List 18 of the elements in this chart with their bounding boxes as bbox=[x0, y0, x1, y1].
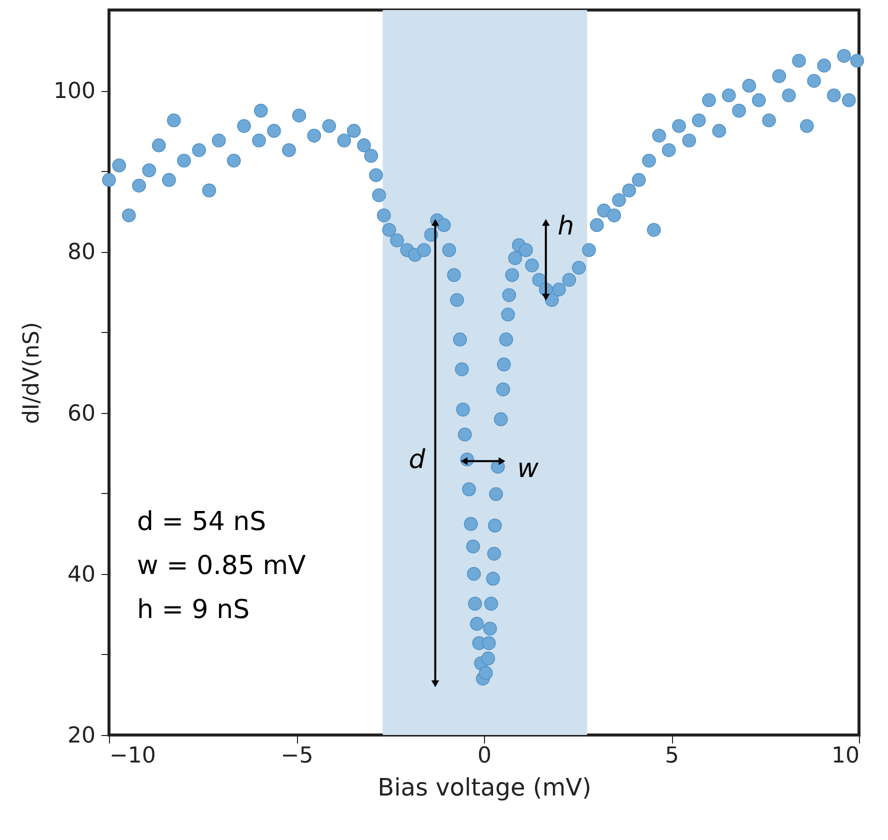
annotation: w bbox=[517, 454, 540, 484]
annotation: d = 54 nS bbox=[137, 507, 266, 537]
annotation: w = 0.85 mV bbox=[137, 551, 306, 581]
y-tick-label: 20 bbox=[68, 724, 96, 748]
annotation: h = 9 nS bbox=[137, 595, 250, 625]
annotation: d bbox=[408, 445, 426, 475]
annotation: h bbox=[558, 212, 574, 242]
x-tick-label: 10 bbox=[832, 744, 860, 768]
y-axis-title: dI/dV(nS) bbox=[20, 322, 45, 424]
y-tick-label: 80 bbox=[68, 240, 96, 266]
y-tick-label: 40 bbox=[68, 562, 96, 588]
x-tick-label: −5 bbox=[280, 744, 314, 768]
x-tick-label: −10 bbox=[110, 744, 156, 768]
x-axis-title: Bias voltage (mV) bbox=[378, 774, 592, 802]
y-tick-label: 100 bbox=[54, 79, 96, 104]
x-tick-label: 5 bbox=[665, 744, 679, 768]
y-tick-label: 60 bbox=[68, 401, 96, 426]
x-tick-label: 0 bbox=[478, 744, 492, 768]
